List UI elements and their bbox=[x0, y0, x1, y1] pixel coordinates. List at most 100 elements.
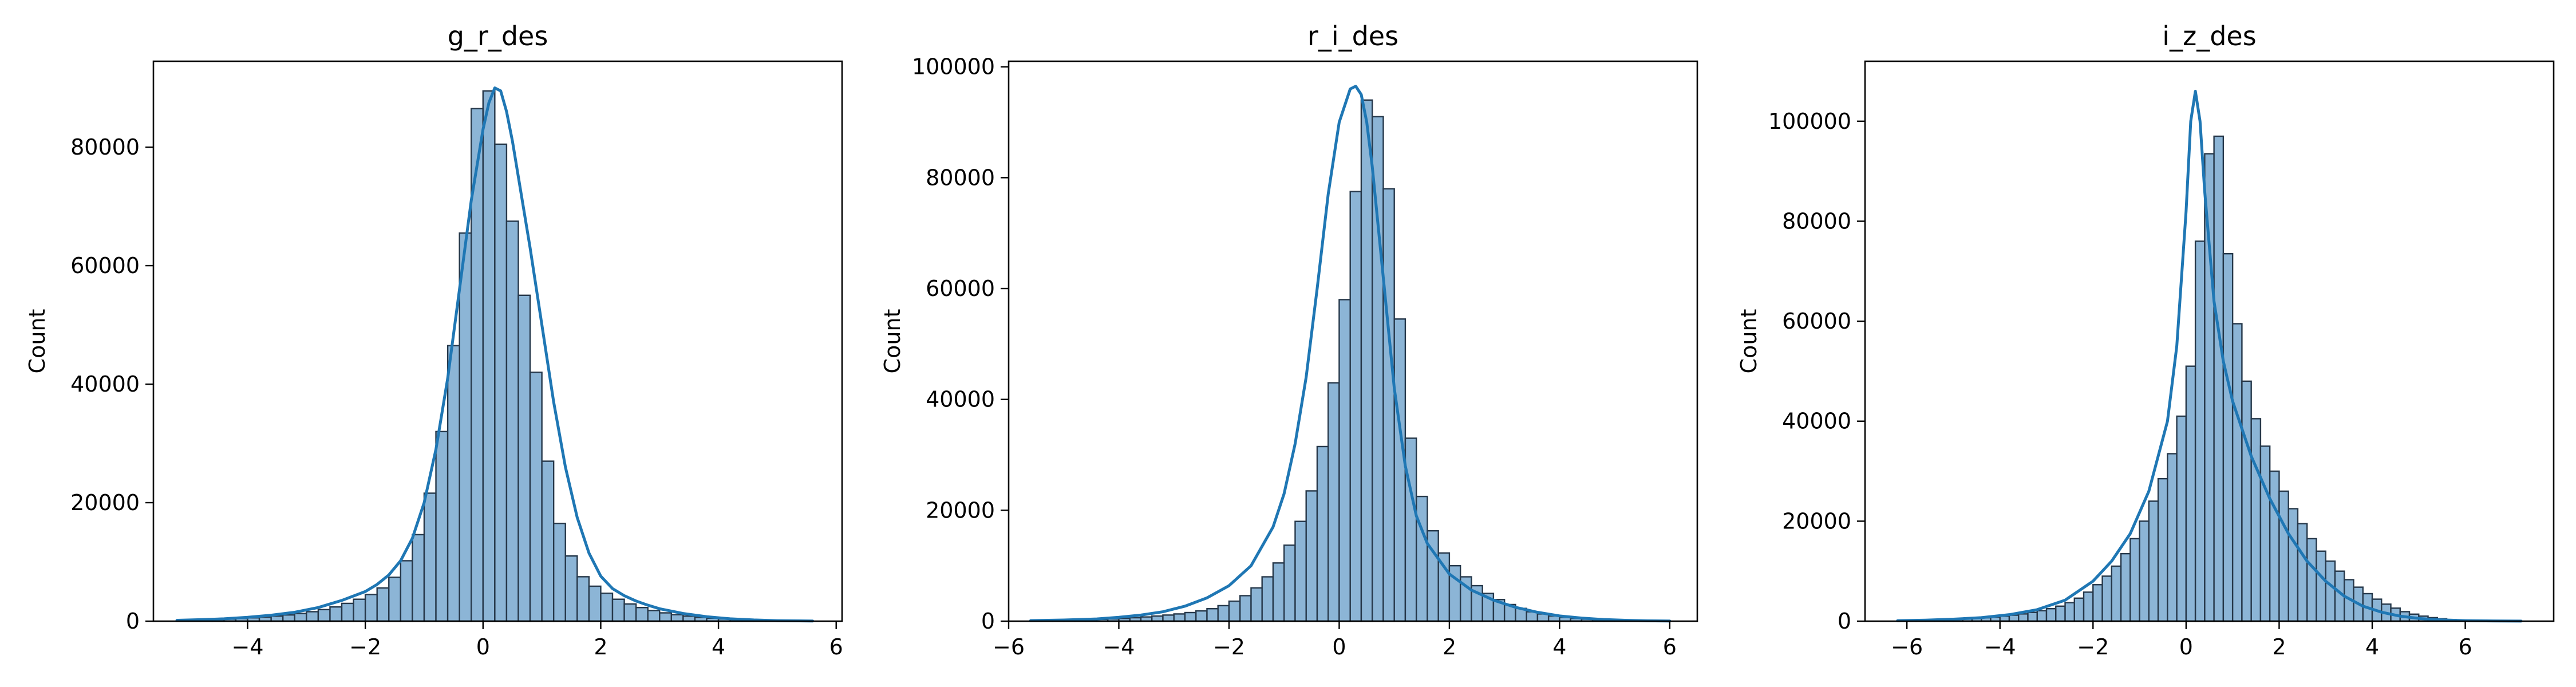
kde-line bbox=[1029, 85, 1672, 623]
histogram-bar bbox=[1360, 99, 1373, 622]
histogram-bar bbox=[400, 560, 413, 622]
chart-panel-1: −6 −4 −2 0 2 4 6 0 20000 40000 60000 80000 100000 r_i… bbox=[880, 21, 1698, 660]
axes-frame bbox=[1864, 60, 2555, 622]
histogram-bar bbox=[376, 587, 390, 622]
histogram-bar bbox=[1316, 445, 1329, 622]
bars-0 bbox=[176, 90, 813, 622]
x-tick-label: 6 bbox=[2458, 634, 2472, 660]
histogram-bar bbox=[1184, 611, 1197, 622]
x-tick-label: 4 bbox=[1552, 634, 1566, 660]
histogram-bar bbox=[2250, 418, 2262, 622]
y-axis-label: Count bbox=[880, 309, 905, 374]
histogram-bar bbox=[1382, 188, 1395, 622]
x-tick-label: −4 bbox=[1984, 634, 2016, 660]
histogram-bar bbox=[353, 598, 366, 622]
histogram-bar bbox=[682, 615, 696, 622]
histogram-bar bbox=[2111, 565, 2122, 622]
y-tick-label: 0 bbox=[126, 609, 140, 634]
histogram-bar bbox=[364, 594, 378, 622]
histogram-bar bbox=[423, 492, 437, 622]
histogram-bar bbox=[564, 555, 578, 622]
histogram-bar bbox=[1162, 614, 1175, 622]
y-tick-label: 20000 bbox=[70, 490, 140, 515]
histogram-bar bbox=[2045, 607, 2057, 622]
histogram-bar bbox=[2306, 538, 2317, 622]
bars-2 bbox=[1897, 135, 2513, 622]
y-tick-label: 20000 bbox=[1782, 508, 1851, 534]
histogram-bar bbox=[670, 614, 684, 622]
histogram-bar bbox=[2325, 560, 2336, 622]
histogram-bar bbox=[341, 602, 354, 622]
histogram-bar bbox=[1217, 605, 1230, 622]
histogram-bar bbox=[2064, 602, 2075, 622]
histogram-bar bbox=[388, 577, 402, 622]
kde-line bbox=[175, 86, 815, 623]
histogram-bar bbox=[482, 90, 496, 622]
histogram-bar bbox=[494, 143, 508, 622]
histogram-bar bbox=[611, 598, 625, 622]
histogram-bar bbox=[2222, 252, 2234, 622]
histogram-bar bbox=[2194, 240, 2206, 622]
histogram-bar bbox=[1173, 613, 1186, 622]
histogram-bar bbox=[2278, 490, 2289, 622]
x-tick-label: 2 bbox=[1443, 634, 1456, 660]
histogram-bar bbox=[2101, 575, 2113, 622]
histogram-bar bbox=[2259, 445, 2271, 622]
y-tick-label: 40000 bbox=[70, 372, 140, 397]
y-tick-label: 60000 bbox=[70, 253, 140, 278]
y-tick-label: 0 bbox=[1838, 609, 1851, 634]
histogram-bar bbox=[447, 345, 460, 622]
y-tick-label: 80000 bbox=[70, 135, 140, 160]
histogram-bar bbox=[1415, 495, 1428, 622]
y-tick-label: 80000 bbox=[926, 165, 995, 190]
histogram-bar bbox=[412, 534, 425, 622]
histogram-bar bbox=[1349, 191, 1362, 622]
x-tick-label: 2 bbox=[594, 634, 607, 660]
histogram-bar bbox=[1272, 562, 1285, 622]
axes-frame bbox=[152, 60, 843, 622]
x-tick-label: −2 bbox=[1213, 634, 1245, 660]
histogram-bar bbox=[1283, 544, 1296, 622]
histogram-bar bbox=[600, 593, 614, 622]
histogram-bar bbox=[317, 609, 331, 622]
histogram-bar bbox=[2120, 552, 2131, 622]
histogram-bar bbox=[2008, 614, 2020, 622]
histogram-bar bbox=[2036, 610, 2048, 622]
chart-title: r_i_des bbox=[1307, 21, 1398, 52]
y-axis-label: Count bbox=[25, 309, 50, 374]
y-tick-label: 40000 bbox=[1782, 409, 1851, 434]
chart-panel-2: −6 −4 −2 0 2 4 6 0 20000 40000 60000 80000 100000 i_z… bbox=[1736, 21, 2555, 660]
histogram-bar bbox=[1206, 608, 1219, 622]
histogram-bar bbox=[588, 585, 602, 622]
histogram-bar bbox=[1393, 318, 1406, 622]
histogram-bar bbox=[1250, 587, 1263, 622]
histogram-bar bbox=[2185, 365, 2196, 622]
chart-title: g_r_des bbox=[448, 21, 548, 52]
histogram-bar bbox=[541, 460, 555, 622]
histogram-bar bbox=[2213, 135, 2225, 622]
histogram-bar bbox=[2018, 613, 2029, 622]
histogram-bar bbox=[2092, 584, 2103, 622]
histogram-bar bbox=[2073, 597, 2085, 622]
x-tick-label: 4 bbox=[2365, 634, 2379, 660]
chart-title: i_z_des bbox=[2162, 21, 2256, 52]
x-tick-label: 0 bbox=[476, 634, 490, 660]
y-tick-label: 80000 bbox=[1782, 208, 1851, 234]
axes-frame bbox=[1008, 60, 1698, 622]
histogram-bar bbox=[1294, 520, 1307, 622]
bars-1 bbox=[1030, 99, 1671, 622]
histogram-bar bbox=[1261, 576, 1274, 622]
histogram-bar bbox=[2287, 508, 2299, 622]
histogram-bar bbox=[2157, 477, 2168, 622]
histogram-bar bbox=[1327, 382, 1340, 622]
histogram-bar bbox=[2316, 550, 2326, 622]
x-tick-label: −6 bbox=[993, 634, 1025, 660]
histogram-bar bbox=[2083, 591, 2094, 622]
x-tick-label: 6 bbox=[1663, 634, 1677, 660]
histogram-bar bbox=[1195, 610, 1208, 622]
kde-line bbox=[1896, 89, 2523, 623]
histogram-bar bbox=[2167, 453, 2178, 622]
histogram-bar bbox=[576, 576, 590, 622]
histogram-bar bbox=[294, 613, 307, 622]
histogram-bar bbox=[635, 606, 649, 622]
